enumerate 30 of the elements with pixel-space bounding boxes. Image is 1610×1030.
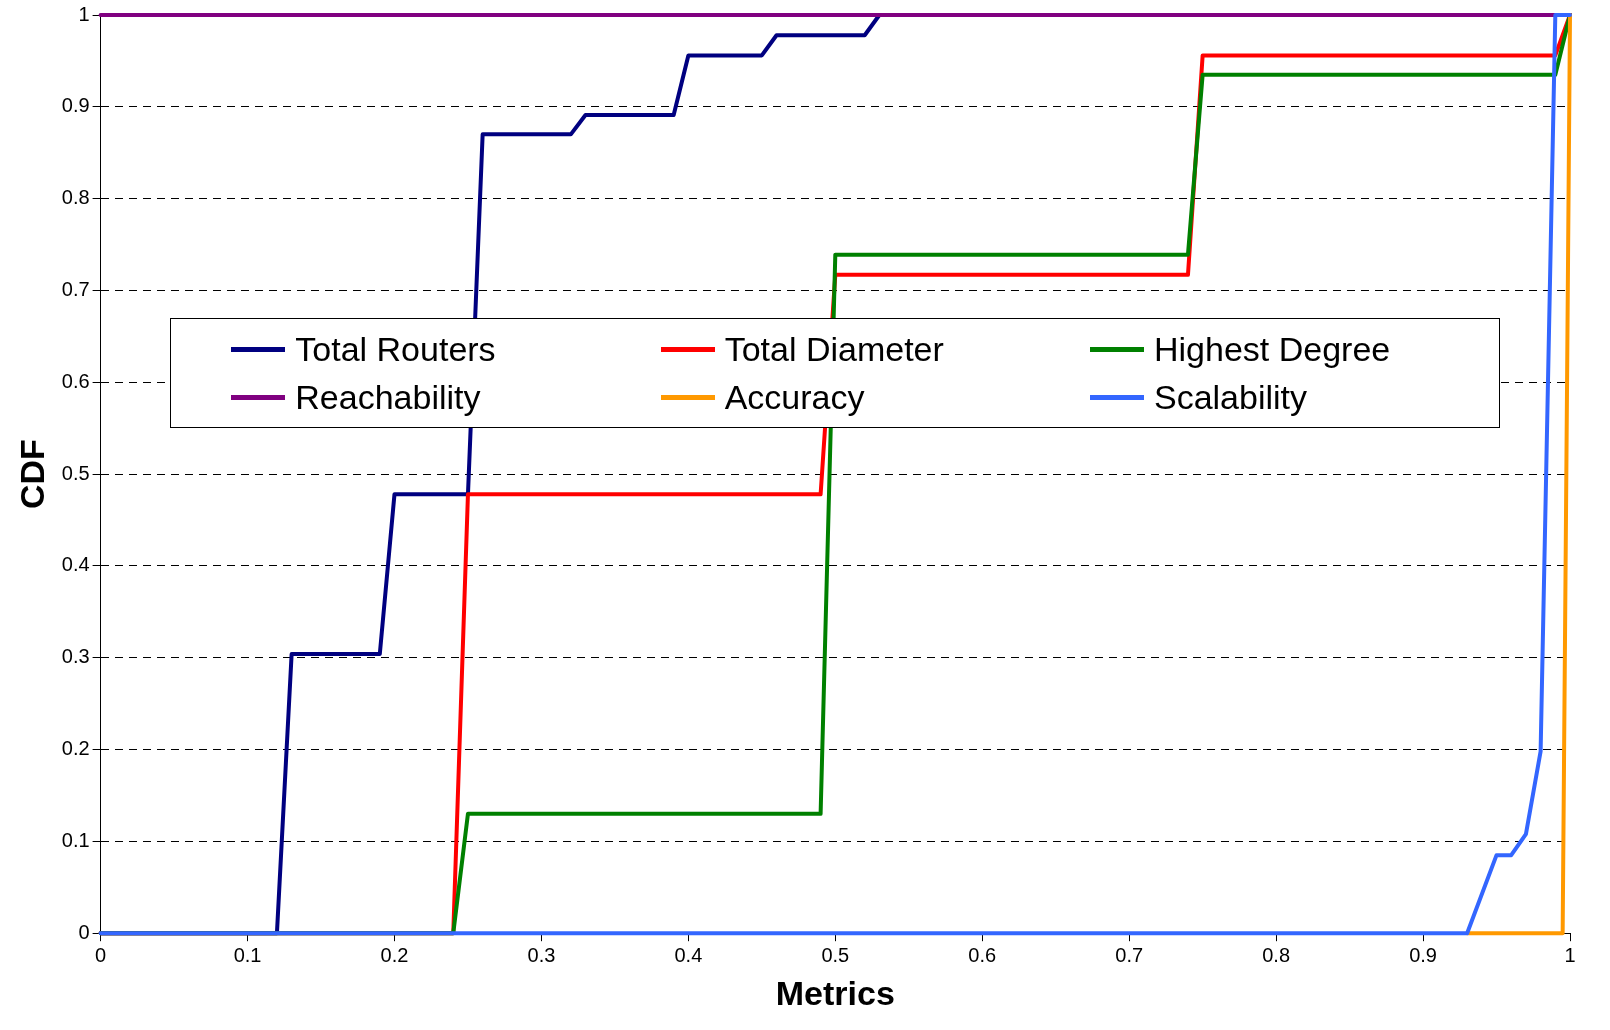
legend-label: Highest Degree bbox=[1153, 329, 1391, 369]
x-tick-label: 0.5 bbox=[821, 943, 850, 966]
y-tick-label: 0.3 bbox=[61, 645, 90, 668]
y-tick-label: 0.2 bbox=[61, 737, 90, 760]
x-tick-label: 0.4 bbox=[674, 943, 703, 966]
x-tick-label: 0.2 bbox=[380, 943, 409, 966]
y-tick-label: 0.4 bbox=[61, 553, 90, 576]
y-tick-label: 0.9 bbox=[61, 94, 90, 117]
x-tick-label: 0 bbox=[95, 943, 107, 966]
y-tick-label: 0.8 bbox=[61, 186, 90, 209]
x-tick-label: 0.8 bbox=[1262, 943, 1291, 966]
y-axis-title: CDF bbox=[12, 439, 51, 510]
legend-label: Total Routers bbox=[295, 329, 496, 369]
legend-label: Reachability bbox=[295, 377, 481, 417]
x-tick-label: 0.6 bbox=[968, 943, 997, 966]
y-tick-label: 0 bbox=[78, 920, 90, 943]
legend-label: Scalability bbox=[1153, 377, 1308, 417]
y-tick-label: 0.7 bbox=[61, 277, 90, 300]
x-axis-title: Metrics bbox=[775, 973, 895, 1012]
y-tick-label: 1 bbox=[78, 2, 90, 25]
x-tick-label: 1 bbox=[1564, 943, 1576, 966]
legend-label: Total Diameter bbox=[724, 329, 944, 369]
x-tick-label: 0.3 bbox=[527, 943, 556, 966]
y-tick-label: 0.6 bbox=[61, 369, 90, 392]
x-tick-label: 0.9 bbox=[1409, 943, 1437, 966]
y-tick-label: 0.5 bbox=[61, 461, 90, 484]
y-tick-label: 0.1 bbox=[61, 828, 90, 851]
legend-label: Accuracy bbox=[724, 377, 865, 417]
x-tick-label: 0.1 bbox=[233, 943, 262, 966]
x-tick-label: 0.7 bbox=[1115, 943, 1144, 966]
